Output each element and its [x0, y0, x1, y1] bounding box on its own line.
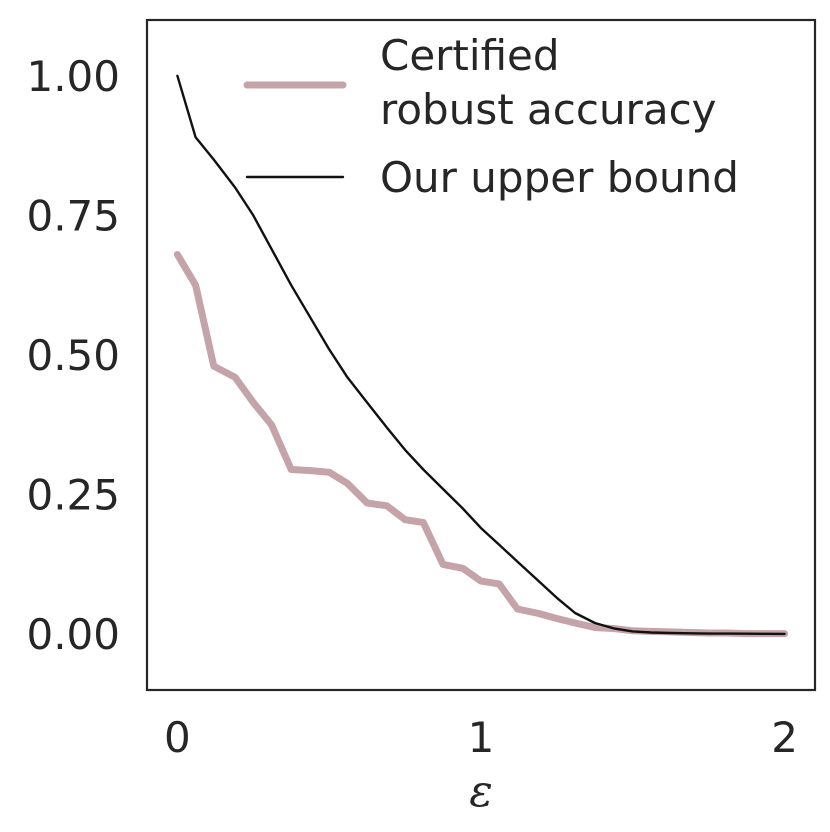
legend-label: Certified	[380, 31, 560, 80]
y-tick-label: 1.00	[26, 52, 120, 101]
y-tick-label: 0.50	[26, 331, 120, 380]
x-tick-label: 1	[468, 713, 495, 762]
series-line-certified-robust-accuracy	[173, 251, 789, 638]
x-tick-label: 0	[164, 713, 191, 762]
plot-content	[173, 74, 789, 638]
x-tick-labels: 0 1 2	[164, 713, 798, 762]
legend: Certified robust accuracy Our upper bound	[243, 31, 739, 202]
x-axis-label: ε	[469, 766, 493, 817]
series-line-upper-bound	[176, 74, 786, 636]
y-tick-label: 0.25	[26, 471, 120, 520]
plot-frame	[145, 18, 817, 692]
x-tick-label: 2	[771, 713, 798, 762]
y-tick-label: 0.75	[26, 191, 120, 240]
y-tick-label: 0.00	[26, 610, 120, 659]
y-tick-labels: 0.00 0.25 0.50 0.75 1.00	[26, 52, 120, 659]
legend-label: robust accuracy	[380, 85, 717, 134]
legend-label: Our upper bound	[380, 153, 739, 202]
